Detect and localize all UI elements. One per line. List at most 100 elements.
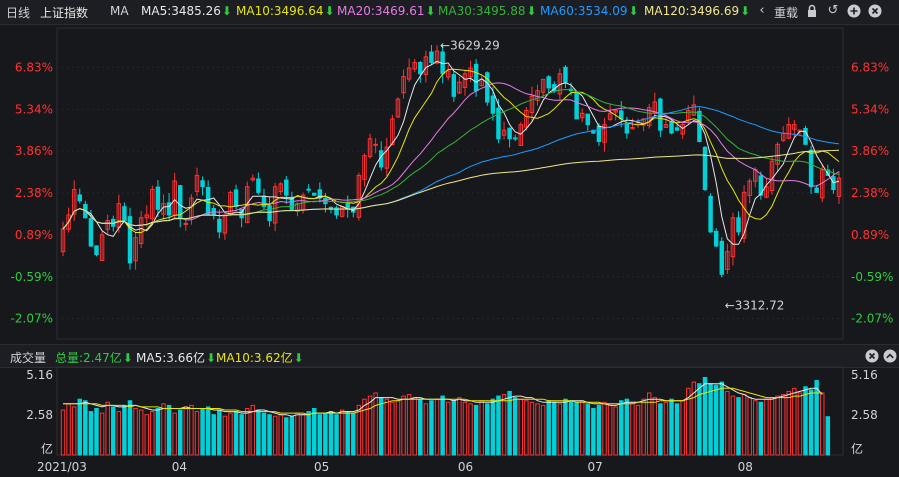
volume-bar — [412, 397, 417, 456]
volume-bar — [222, 415, 228, 456]
volume-bar — [267, 414, 272, 456]
volume-bar — [200, 407, 205, 456]
candle-body — [669, 121, 674, 134]
volume-bar — [451, 400, 457, 456]
reload-button[interactable]: 重载 — [774, 6, 799, 20]
volume-bar — [736, 397, 741, 456]
close-circle-icon[interactable] — [867, 3, 883, 19]
volume-title: 成交量 — [10, 351, 47, 365]
candle-body — [334, 207, 339, 216]
volume-bar — [820, 392, 825, 456]
candle-body — [105, 220, 110, 230]
candle-body — [596, 125, 602, 143]
plus-circle-icon[interactable] — [846, 3, 862, 19]
volume-bar — [395, 400, 401, 456]
candle-body — [367, 138, 373, 157]
volume-bar — [306, 411, 311, 456]
volume-bar — [691, 381, 697, 456]
candle-body — [630, 126, 635, 130]
volume-bar — [272, 415, 278, 456]
volume-axis-label-left: 5.16 — [26, 368, 53, 382]
down-arrow-icon: ⬇ — [526, 4, 537, 18]
candle-body — [77, 194, 82, 202]
indicator-selector[interactable]: MA — [110, 4, 129, 18]
price-panel-frame — [56, 27, 844, 340]
candle-body — [295, 203, 300, 212]
volume-bar — [429, 400, 434, 456]
volume-bar — [557, 403, 563, 456]
candle-body — [306, 188, 311, 191]
price-extreme-annotation: ←3629.29 — [440, 39, 500, 53]
refresh-icon[interactable]: ↺ — [827, 3, 839, 18]
volume-bar — [535, 403, 540, 456]
volume-bar — [786, 390, 791, 456]
candle-body — [485, 72, 490, 103]
candle-body — [390, 118, 395, 146]
candle-body — [546, 76, 551, 89]
volume-bar — [211, 414, 216, 456]
volume-bar — [490, 398, 496, 456]
y-axis-tick-label-right: 3.86% — [851, 144, 889, 158]
candle-body — [401, 76, 406, 94]
volume-bar — [473, 404, 479, 456]
volume-bar — [300, 414, 306, 456]
volume-bar — [66, 403, 71, 456]
candle-body — [741, 191, 747, 239]
volume-bar — [289, 415, 295, 456]
volume-bar — [423, 403, 429, 456]
volume-bar — [529, 401, 535, 456]
candle-body — [395, 98, 401, 118]
candle-body — [507, 127, 512, 140]
chevron-up-icon[interactable] — [882, 348, 898, 364]
volume-bar — [244, 407, 250, 456]
volume-bar — [624, 398, 630, 456]
candle-body — [512, 137, 518, 140]
close-circle-icon[interactable] — [864, 348, 880, 364]
volume-bar — [674, 403, 680, 456]
candle-body — [736, 217, 741, 233]
y-axis-tick-label-right: -0.59% — [851, 270, 893, 284]
candle-body — [646, 107, 652, 127]
down-arrow-icon: ⬇ — [740, 4, 751, 18]
volume-bar — [155, 407, 161, 456]
volume-bar — [479, 400, 484, 456]
volume-bar — [702, 376, 708, 456]
candle-body — [278, 183, 283, 193]
volume-bar — [468, 403, 473, 456]
volume-bar — [713, 384, 719, 456]
volume-bar — [116, 411, 122, 456]
candle-body — [725, 251, 730, 270]
chevron-left-icon[interactable]: ‹ — [759, 3, 765, 18]
volume-bar — [367, 395, 373, 456]
candle-body — [178, 185, 183, 219]
candle-body — [747, 180, 752, 196]
volume-bar — [345, 411, 350, 456]
index-name: 上证指数 — [40, 6, 89, 20]
volume-bar — [256, 409, 261, 456]
candle-body — [250, 177, 256, 181]
candle-body — [217, 218, 222, 233]
volume-bar — [708, 383, 713, 456]
candle-body — [579, 112, 585, 119]
candle-body — [713, 230, 719, 247]
candle-body — [641, 118, 646, 126]
candle-body — [384, 146, 390, 169]
y-axis-tick-label-right: -2.07% — [851, 312, 893, 326]
volume-bar — [205, 406, 211, 456]
volume-ma5-readout: MA5:3.66亿⬇ — [136, 351, 217, 365]
candle-body — [462, 73, 468, 88]
volume-bar — [194, 411, 200, 456]
period-tab[interactable]: 日线 — [6, 6, 31, 20]
candle-body — [624, 123, 630, 134]
y-axis-tick-label-left: -2.07% — [11, 312, 53, 326]
volume-bar — [150, 411, 155, 456]
lock-icon[interactable] — [804, 3, 820, 19]
candle-body — [144, 214, 149, 219]
ma10-line — [62, 68, 840, 233]
candle-body — [150, 189, 155, 220]
candle-body — [445, 70, 451, 78]
volume-bar — [686, 387, 691, 456]
volume-bar — [250, 404, 256, 456]
volume-bar — [317, 414, 323, 456]
volume-bar — [99, 412, 105, 456]
